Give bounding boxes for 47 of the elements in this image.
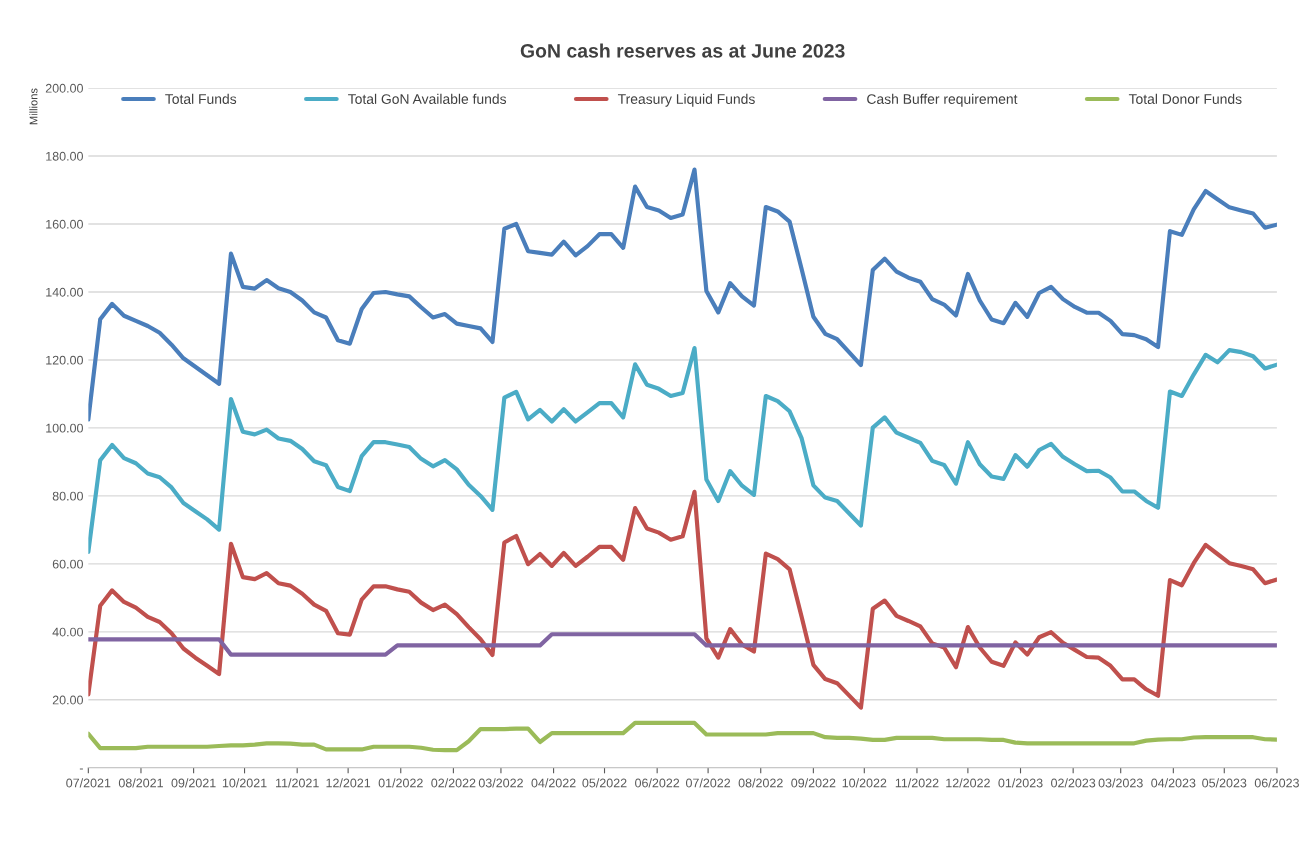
x-tick-label: 02/2022 <box>431 778 476 788</box>
y-tick-label: 120.00 <box>46 355 83 365</box>
x-tick-label: 09/2022 <box>791 778 836 788</box>
legend-label: Treasury Liquid Funds <box>617 93 755 107</box>
x-tick-label: 09/2021 <box>171 778 216 788</box>
y-tick-label: 200.00 <box>45 83 83 93</box>
y-tick-label: 160.00 <box>46 219 83 229</box>
y-tick-label: 40.00 <box>52 627 83 637</box>
x-tick-label: 12/2022 <box>946 778 990 788</box>
y-tick-label: 20.00 <box>52 695 83 705</box>
x-tick-label: 03/2023 <box>1098 778 1143 788</box>
line-series <box>88 167 1277 422</box>
x-tick-label: 10/2022 <box>842 778 887 788</box>
y-axis-title: Millions <box>29 88 38 125</box>
line-series <box>88 489 1277 710</box>
y-tick-label: 100.00 <box>46 423 83 433</box>
x-tick-label: 01/2023 <box>998 778 1043 788</box>
x-tick-label: 05/2023 <box>1202 778 1247 788</box>
legend-label: Cash Buffer requirement <box>867 93 1018 107</box>
y-tick-label: 140.00 <box>46 287 83 297</box>
x-tick-label: 08/2021 <box>118 778 163 788</box>
x-tick-label: 02/2023 <box>1051 778 1096 788</box>
x-tick-label: 01/2022 <box>378 778 423 788</box>
x-tick-label: 04/2022 <box>531 778 576 788</box>
line-series <box>88 345 1277 555</box>
legend-label: Total Donor Funds <box>1128 93 1242 104</box>
x-tick-label: 11/2022 <box>895 778 939 788</box>
chart-title: GoN cash reserves as at June 2023 <box>520 43 845 58</box>
legend-label: Total GoN Available funds <box>348 93 507 104</box>
x-tick-label: 10/2021 <box>222 778 267 788</box>
x-tick-label: 07/2021 <box>66 778 111 788</box>
x-tick-label: 12/2021 <box>326 778 371 788</box>
x-tick-label: 06/2023 <box>1254 778 1299 788</box>
x-tick-label: 06/2022 <box>635 778 680 788</box>
x-tick-label: 08/2022 <box>738 778 783 788</box>
x-tick-label: 07/2022 <box>685 778 731 788</box>
x-tick-label: 03/2022 <box>478 778 523 788</box>
x-tick-label: 04/2023 <box>1151 778 1196 788</box>
y-tick-label: 80.00 <box>52 491 83 501</box>
y-tick-label: 180.00 <box>46 151 83 161</box>
legend-label: Total Funds <box>165 93 237 104</box>
line-series <box>88 632 1277 657</box>
x-tick-label: 05/2022 <box>582 778 627 788</box>
y-tick-label: 60.00 <box>52 559 83 569</box>
y-tick-label: - <box>79 768 83 770</box>
x-tick-label: 11/2021 <box>276 778 319 788</box>
line-series <box>88 720 1277 753</box>
